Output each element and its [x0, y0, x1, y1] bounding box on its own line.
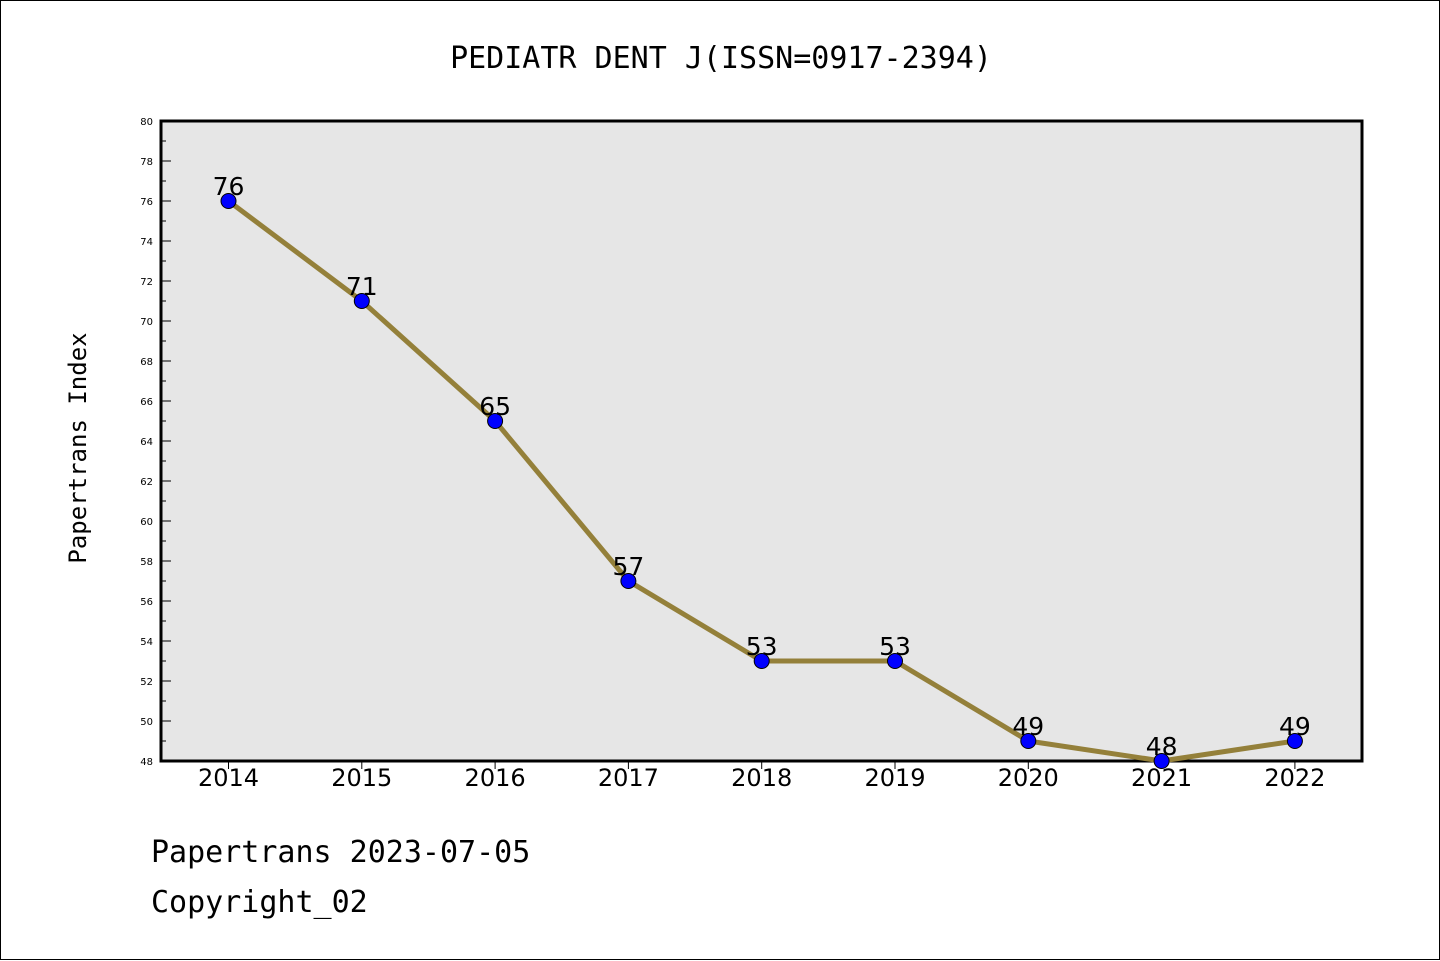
x-axis: 2014 2015 2016 2017 2018 2019 2020 2021 2022 — [198, 761, 1325, 792]
x-tick-label: 2020 — [998, 764, 1059, 792]
y-axis-label: Papertrans Index — [64, 332, 92, 563]
data-point — [487, 413, 504, 429]
data-label: 53 — [879, 632, 911, 661]
y-tick-label: 54 — [140, 637, 153, 648]
data-label: 49 — [1279, 712, 1311, 741]
y-tick-label: 48 — [140, 757, 153, 768]
y-tick-label: 58 — [140, 557, 153, 568]
series-group: 76 71 65 57 53 53 49 48 49 — [213, 172, 1311, 769]
y-tick-label: 62 — [140, 477, 153, 488]
y-axis: 48 50 52 54 56 58 60 62 64 66 68 70 72 74 76 78 80 — [140, 117, 171, 768]
y-tick-label: 68 — [140, 357, 153, 368]
data-point — [1153, 753, 1170, 769]
x-tick-label: 2017 — [598, 764, 659, 792]
data-point — [220, 193, 237, 209]
y-tick-label: 60 — [140, 517, 153, 528]
y-tick-label: 66 — [140, 397, 153, 408]
x-tick-label: 2019 — [864, 764, 925, 792]
y-tick-label: 50 — [140, 717, 153, 728]
data-label: 53 — [746, 632, 778, 661]
data-label: 65 — [479, 392, 511, 421]
y-tick-label: 74 — [140, 237, 153, 248]
data-point — [620, 573, 637, 589]
y-tick-label: 72 — [140, 277, 153, 288]
y-tick-label: 80 — [140, 117, 153, 128]
y-tick-label: 52 — [140, 677, 153, 688]
data-point — [1020, 733, 1037, 749]
data-point — [353, 293, 370, 309]
data-label: 48 — [1146, 732, 1178, 761]
x-tick-label: 2016 — [465, 764, 526, 792]
x-tick-label: 2018 — [731, 764, 792, 792]
data-point — [887, 653, 903, 669]
footer-copyright: Copyright_02 — [151, 885, 368, 920]
x-tick-label: 2015 — [331, 764, 392, 792]
y-tick-label: 76 — [140, 197, 153, 208]
y-tick-label: 56 — [140, 597, 153, 608]
data-point — [1286, 733, 1303, 749]
data-label: 57 — [612, 552, 644, 581]
data-label: 71 — [346, 272, 378, 301]
y-tick-label: 70 — [140, 317, 153, 328]
data-label: 76 — [213, 172, 245, 201]
data-label: 49 — [1012, 712, 1044, 741]
y-tick-label: 64 — [140, 437, 153, 448]
x-tick-label: 2022 — [1264, 764, 1325, 792]
chart-title: PEDIATR DENT J(ISSN=0917-2394) — [450, 41, 992, 76]
data-point — [753, 653, 770, 669]
y-tick-label: 78 — [140, 157, 153, 168]
x-tick-label: 2014 — [198, 764, 259, 792]
footer-date: Papertrans 2023-07-05 — [151, 835, 531, 870]
